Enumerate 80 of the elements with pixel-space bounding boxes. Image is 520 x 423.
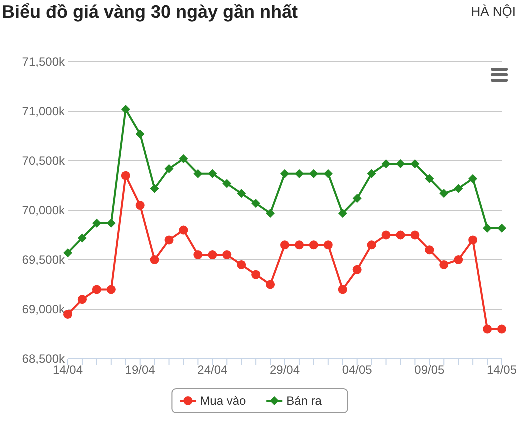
point [338,285,348,294]
x-tick-label: 24/04 [198,363,228,377]
point [294,169,304,178]
legend-label: Mua vào [200,394,247,408]
point [121,171,130,180]
chart-subtitle: HÀ NỘI [471,4,516,19]
point [425,246,434,255]
chart-title: Biểu đồ giá vàng 30 ngày gần nhất [2,2,298,22]
point [352,194,362,204]
y-tick-label: 69,000k [22,302,66,316]
point [440,189,449,198]
point [222,179,232,188]
point [208,169,218,178]
point [194,250,203,260]
point [78,295,87,304]
point [92,285,102,294]
point [136,130,145,139]
x-tick-label: 09/05 [414,363,446,377]
y-tick-label: 71,500k [22,55,66,69]
point [136,201,145,210]
point [64,248,72,258]
point [324,169,333,178]
legend-label: Bán ra [286,394,322,408]
point [252,270,261,280]
point [64,310,72,319]
point [324,240,333,250]
point [222,250,232,260]
point [106,285,116,294]
point [179,226,188,235]
point [164,164,174,174]
point [106,218,116,228]
y-tick-label: 71,000k [22,104,66,118]
point [382,230,391,240]
point [468,174,478,184]
point [294,240,304,250]
point [367,169,376,178]
x-tick-label: 04/05 [342,363,373,377]
point [150,256,160,264]
point [425,174,434,184]
x-tick-label: 19/04 [125,363,156,377]
point [338,208,348,218]
point [78,234,87,243]
point [454,184,464,194]
point [164,236,174,245]
point [440,260,449,270]
point [498,224,506,233]
point [410,159,420,168]
point [468,236,478,245]
y-tick-label: 70,500k [22,154,66,168]
point [121,105,130,114]
point [483,324,492,334]
point [483,224,492,233]
point [382,159,391,168]
point [309,240,318,250]
x-tick-label: 14/05 [486,363,518,377]
point [498,324,506,334]
point [266,208,276,218]
point [352,265,362,274]
point [280,240,290,250]
y-tick-label: 70,000k [22,204,66,218]
point [280,169,290,178]
point [309,169,318,178]
x-tick-label: 29/04 [270,363,300,377]
y-tick-label: 68,500k [22,352,66,366]
point [179,154,188,164]
point [396,159,406,168]
point [410,230,420,240]
point [92,218,102,228]
point [454,256,464,264]
point [266,280,276,290]
x-tick-label: 14/04 [52,363,84,377]
point [396,230,406,240]
point [237,189,246,198]
point [194,169,203,178]
point [150,184,160,194]
point [237,260,246,270]
point [252,199,261,208]
point [208,250,218,260]
y-tick-label: 69,500k [22,253,66,267]
point [367,240,376,250]
